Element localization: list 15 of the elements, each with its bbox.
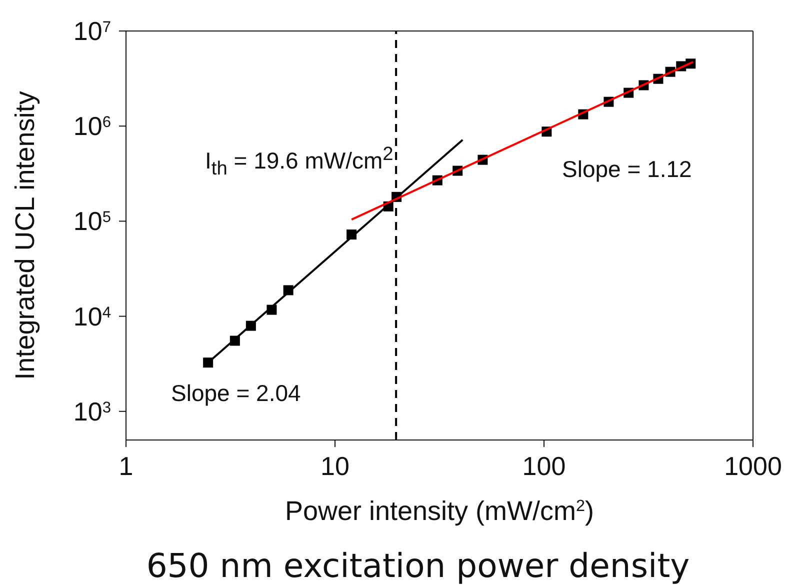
y-axis-title: Integrated UCL intensity xyxy=(10,90,40,380)
x-tick-label: 1 xyxy=(118,451,134,481)
text: 650 nm excitation power density xyxy=(145,546,691,585)
y-tick-label: 10$^{4}$ xyxy=(73,301,112,332)
y-tick-label: 10$^{5}$ xyxy=(73,206,112,236)
y-tick-label: 10$^{6}$ xyxy=(73,111,111,142)
x-axis-title: Power intensity (mW/cm$^{2}$) xyxy=(284,496,594,526)
x-tick-label: 100 xyxy=(522,451,566,481)
annotation: Slope = 1.12 xyxy=(562,156,692,183)
y-tick-label: 10$^{3}$ xyxy=(73,396,111,426)
x-tick-label: 1000 xyxy=(724,451,782,481)
annotation: I$_{th}$ = 19.6 mW/cm$^{2}$ xyxy=(205,144,394,180)
x-tick-label: 10 xyxy=(320,451,350,481)
annotation: Slope = 2.04 xyxy=(171,380,301,407)
y-tick-label: 10$^{7}$ xyxy=(73,16,111,46)
